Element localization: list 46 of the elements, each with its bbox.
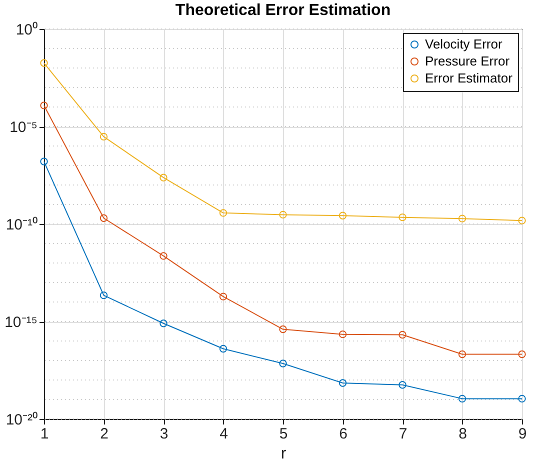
point <box>518 394 526 403</box>
x-tick-label: 9 <box>518 426 527 442</box>
point <box>338 330 347 338</box>
point <box>100 214 108 222</box>
point <box>398 330 406 339</box>
point <box>458 214 466 222</box>
point <box>458 394 466 403</box>
x-tick-label: 1 <box>40 426 49 442</box>
legend-label: Error Estimator <box>425 70 514 86</box>
y-tick-label: 10⁻²⁰ <box>6 412 38 428</box>
x-tick-label: 4 <box>220 426 228 442</box>
point <box>40 59 48 67</box>
y-tick-label: 10⁻¹⁵ <box>4 314 38 331</box>
x-tick-label: 5 <box>279 426 288 442</box>
x-tick-label: 2 <box>100 426 108 442</box>
x-tick-label: 7 <box>398 426 408 442</box>
point <box>398 381 406 389</box>
point <box>518 350 526 358</box>
x-tick-label: 8 <box>458 426 467 442</box>
x-axis-title: r <box>280 446 287 462</box>
y-tick-label: 10⁰ <box>16 22 38 38</box>
point <box>338 379 347 387</box>
y-tick-label: 10⁻⁵ <box>10 119 38 136</box>
point <box>458 350 466 358</box>
point <box>398 213 406 222</box>
chart-title: Theoretical Error Estimation <box>175 2 391 19</box>
point <box>219 292 228 300</box>
point <box>279 210 287 219</box>
legend-label: Pressure Error <box>425 54 510 68</box>
point <box>338 212 347 220</box>
point <box>518 216 526 224</box>
point <box>279 325 287 334</box>
point <box>279 360 287 368</box>
x-tick-label: 3 <box>160 426 168 442</box>
legend-label: Velocity Error <box>425 36 503 52</box>
point <box>160 174 168 182</box>
point <box>160 252 168 260</box>
point <box>100 291 108 300</box>
point <box>100 132 108 141</box>
point <box>219 344 228 353</box>
y-tick-label: 10⁻¹⁰ <box>6 216 38 234</box>
point <box>40 102 48 110</box>
x-tick-label: 6 <box>339 426 348 442</box>
point <box>40 158 48 166</box>
point <box>219 209 228 217</box>
point <box>160 320 168 328</box>
